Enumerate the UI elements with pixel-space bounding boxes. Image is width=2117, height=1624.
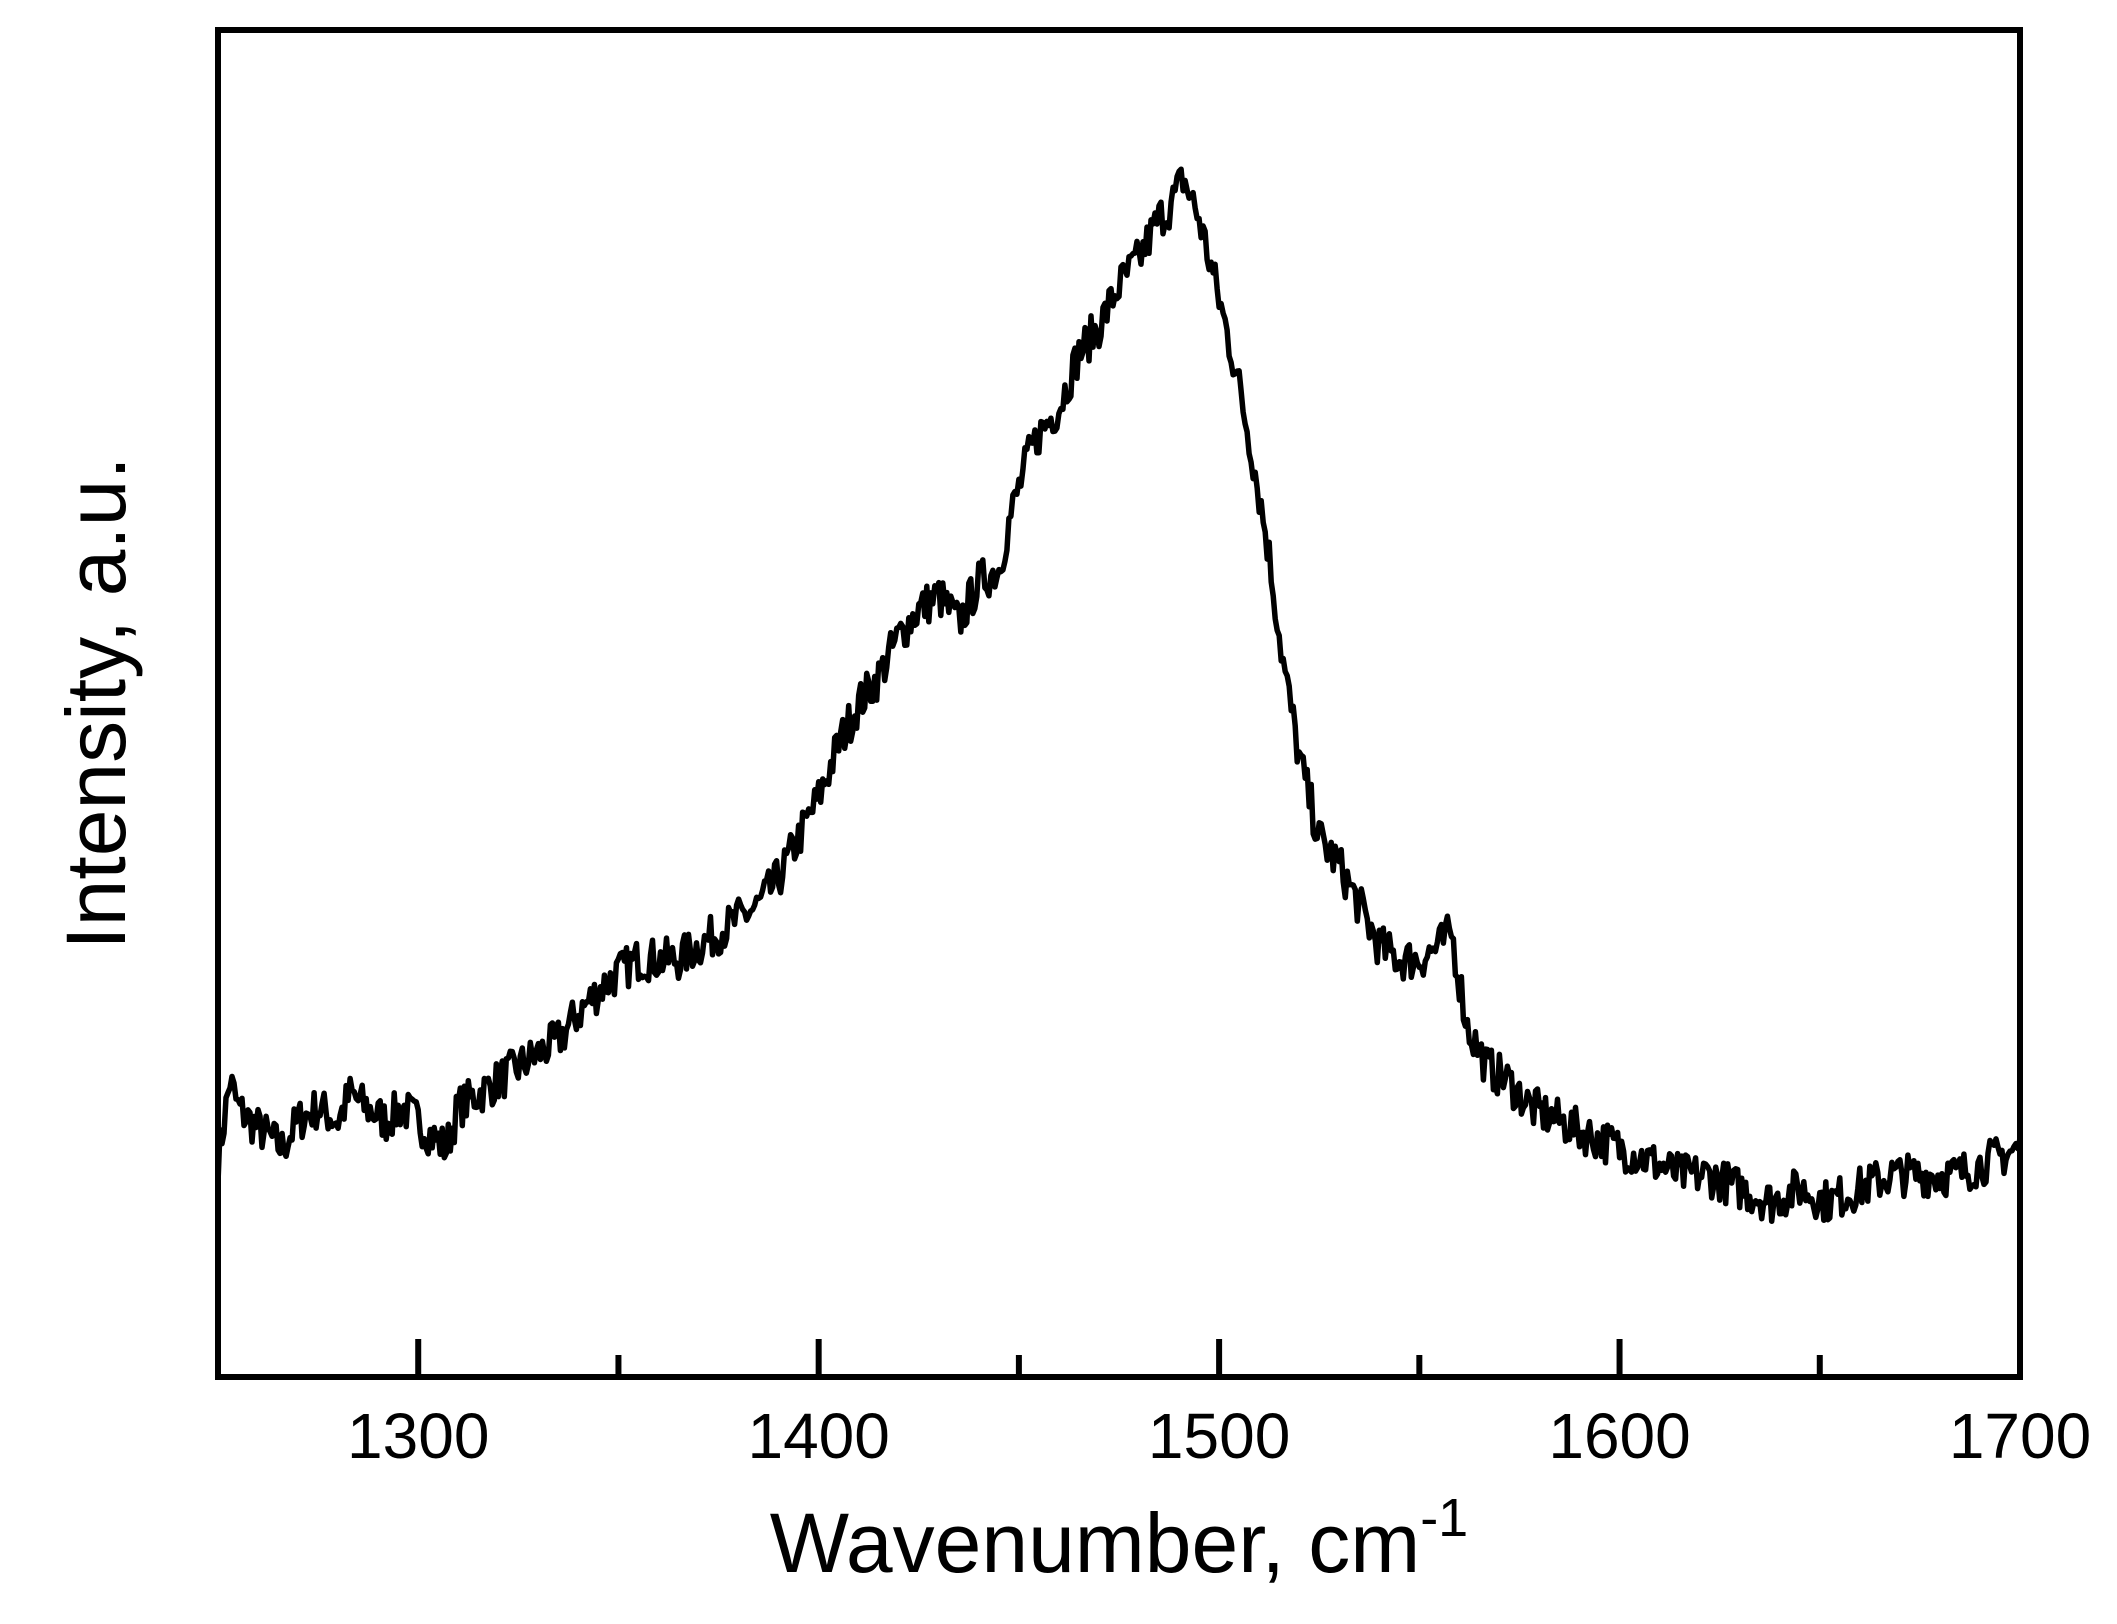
x-tick-label-2: 1500 [1148,1400,1290,1472]
x-axis-title: Wavenumber, cm-1 [770,1488,1468,1590]
x-tick-label-3: 1600 [1548,1400,1690,1472]
x-tick-label-0: 1300 [347,1400,489,1472]
y-axis-title: Intensity, a.u. [49,456,143,949]
x-axis-ticks [415,1339,2023,1377]
x-tick-label-1: 1400 [747,1400,889,1472]
x-axis-title-superscript: -1 [1420,1488,1468,1548]
plot-frame [215,27,2023,1380]
x-axis-tick-labels: 1300 1400 1500 1600 1700 [347,1400,2091,1472]
x-axis-title-text: Wavenumber, cm [770,1496,1420,1590]
x-tick-label-4: 1700 [1949,1400,2091,1472]
spectrum-line [215,166,2023,1224]
